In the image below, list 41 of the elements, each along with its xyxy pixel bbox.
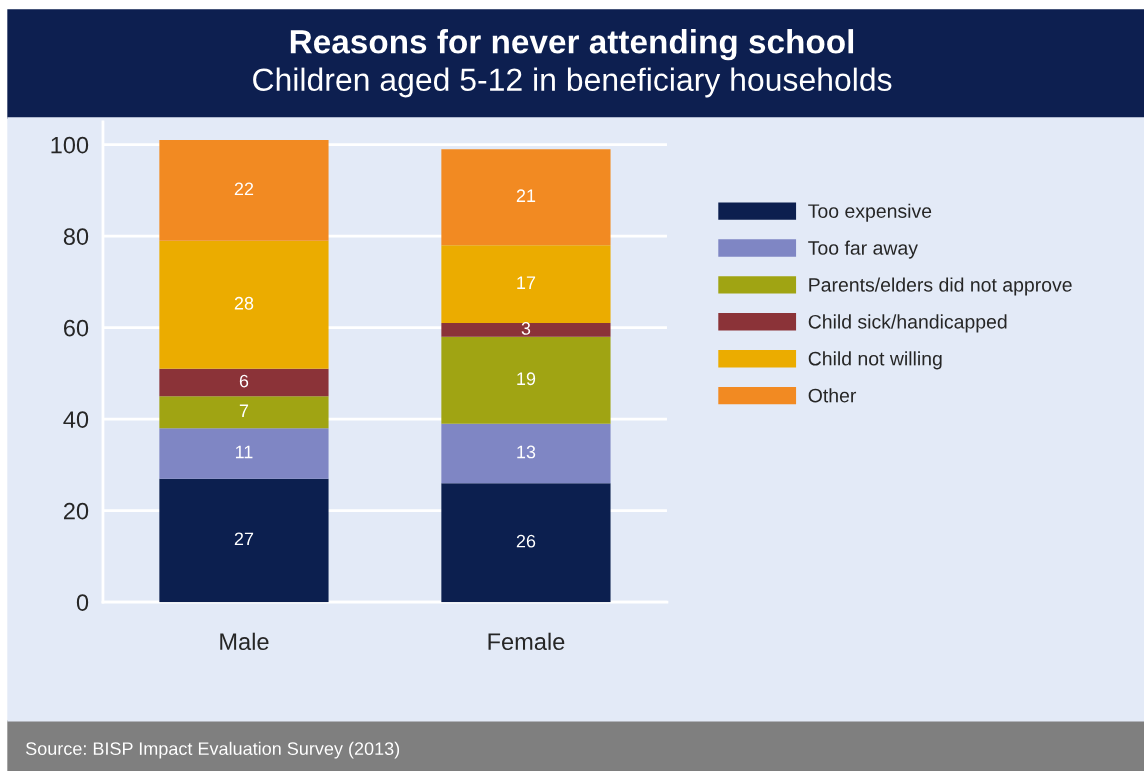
y-tick-label: 40 [63,411,89,428]
bar [159,240,329,369]
bar [441,245,611,324]
bar [441,423,611,484]
bar [441,323,611,337]
y-tick-label: 80 [63,228,89,245]
data-label: 26 [516,534,536,548]
y-tick-label: 0 [76,594,89,611]
data-label: 19 [517,372,536,386]
x-tick-label: Male [220,632,269,651]
legend-label: Child sick/handicapped [808,314,1007,333]
bar [441,336,611,424]
y-tick-label: 20 [64,502,89,520]
data-label: 21 [516,189,536,202]
data-label: 6 [239,374,249,388]
bar [441,483,611,603]
bar [159,478,329,603]
source-note: Source: BISP Impact Evaluation Survey (2013) [25,741,400,759]
data-label: 13 [517,445,536,459]
bar [441,149,611,246]
data-label: 28 [234,296,254,310]
data-label: 3 [521,322,531,335]
bar [159,396,329,429]
bar [159,428,329,479]
data-label: 22 [234,182,254,196]
y-tick-label: 100 [51,136,89,154]
legend-label: Parents/elders did not approve [809,277,1072,296]
y-tick-label: 60 [64,319,89,337]
data-label: 17 [517,276,536,289]
x-tick-label: Female [488,632,565,651]
chart-title: Reasons for never attending school [290,29,854,61]
legend-label: Other [808,388,857,403]
data-label: 7 [239,404,249,417]
data-label: 27 [234,532,254,546]
legend-label: Child not willing [808,351,942,370]
legend-label: Too far away [808,240,918,259]
bar [159,368,329,397]
data-label: 11 [235,445,253,459]
legend-label: Too expensive [808,203,932,222]
chart-subtitle: Children aged 5-12 in beneficiary households [253,67,892,98]
bar [159,140,329,241]
